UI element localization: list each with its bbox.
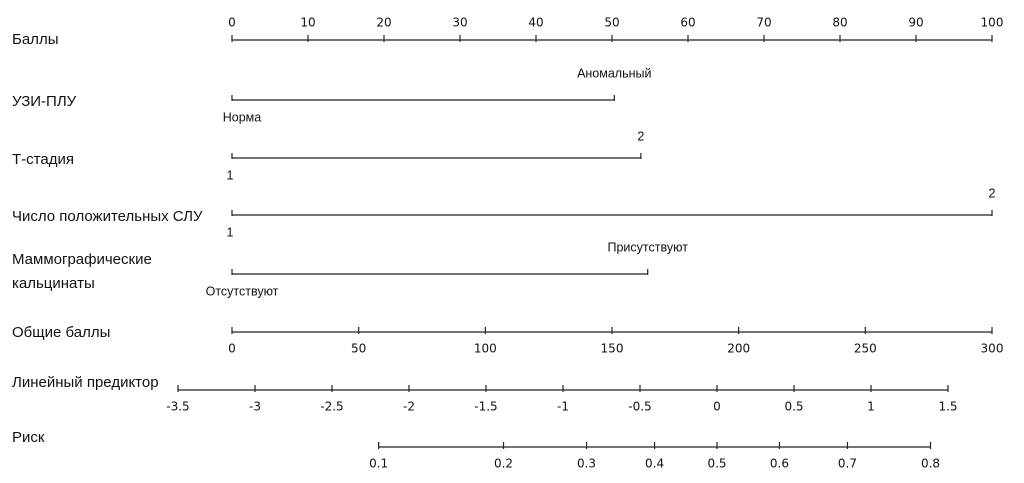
tick-label: -1 [557,400,569,414]
tick-label: 0.7 [838,457,857,471]
variable-label: УЗИ-ПЛУ [12,93,77,110]
tick-label: 0.1 [369,457,388,471]
tick-label: -3 [249,400,261,414]
level-label: 2 [989,186,996,200]
tick-label: 150 [601,342,624,356]
tick-label: 0 [228,342,236,356]
tick-label: 100 [981,16,1004,30]
tick-label: 50 [604,16,619,30]
tick-label: 50 [351,342,366,356]
tick-label: -3.5 [166,400,189,414]
axis-label: Общие баллы [12,324,110,341]
axis-label: Линейный предиктор [12,374,159,391]
tick-label: 0.2 [494,457,513,471]
tick-label: 0.4 [645,457,664,471]
tick-label: 100 [474,342,497,356]
tick-label: 0.5 [707,457,726,471]
tick-label: 0.5 [784,400,803,414]
tick-label: -0.5 [628,400,651,414]
tick-label: 30 [452,16,467,30]
level-label: Аномальный [577,66,651,80]
level-label: 1 [227,225,234,239]
tick-label: 0.6 [770,457,789,471]
variable-label: Маммографические [12,251,152,268]
level-label: Отсутствуют [206,284,279,298]
tick-label: 300 [981,342,1004,356]
tick-label: 200 [727,342,750,356]
tick-label: 0 [228,16,236,30]
tick-label: 90 [908,16,923,30]
tick-label: -1.5 [474,400,497,414]
tick-label: 40 [528,16,543,30]
level-label: Норма [223,110,262,124]
tick-label: 250 [854,342,877,356]
tick-label: 1 [867,400,875,414]
level-label: Присутствуют [608,240,689,254]
tick-label: 70 [756,16,771,30]
tick-label: 0 [713,400,721,414]
tick-label: 60 [680,16,695,30]
tick-label: 20 [376,16,391,30]
tick-label: 80 [832,16,847,30]
tick-label: -2 [403,400,415,414]
variable-label: кальцинаты [12,275,95,292]
level-label: 1 [227,168,234,182]
tick-label: 0.8 [921,457,940,471]
tick-label: 1.5 [938,400,957,414]
tick-label: -2.5 [320,400,343,414]
level-label: 2 [637,129,644,143]
variable-label: Т-стадия [12,151,74,168]
tick-label: 0.3 [577,457,596,471]
tick-label: 10 [300,16,315,30]
axis-label: Риск [12,429,45,446]
axis-label: Баллы [12,31,58,48]
variable-label: Число положительных СЛУ [12,208,203,225]
